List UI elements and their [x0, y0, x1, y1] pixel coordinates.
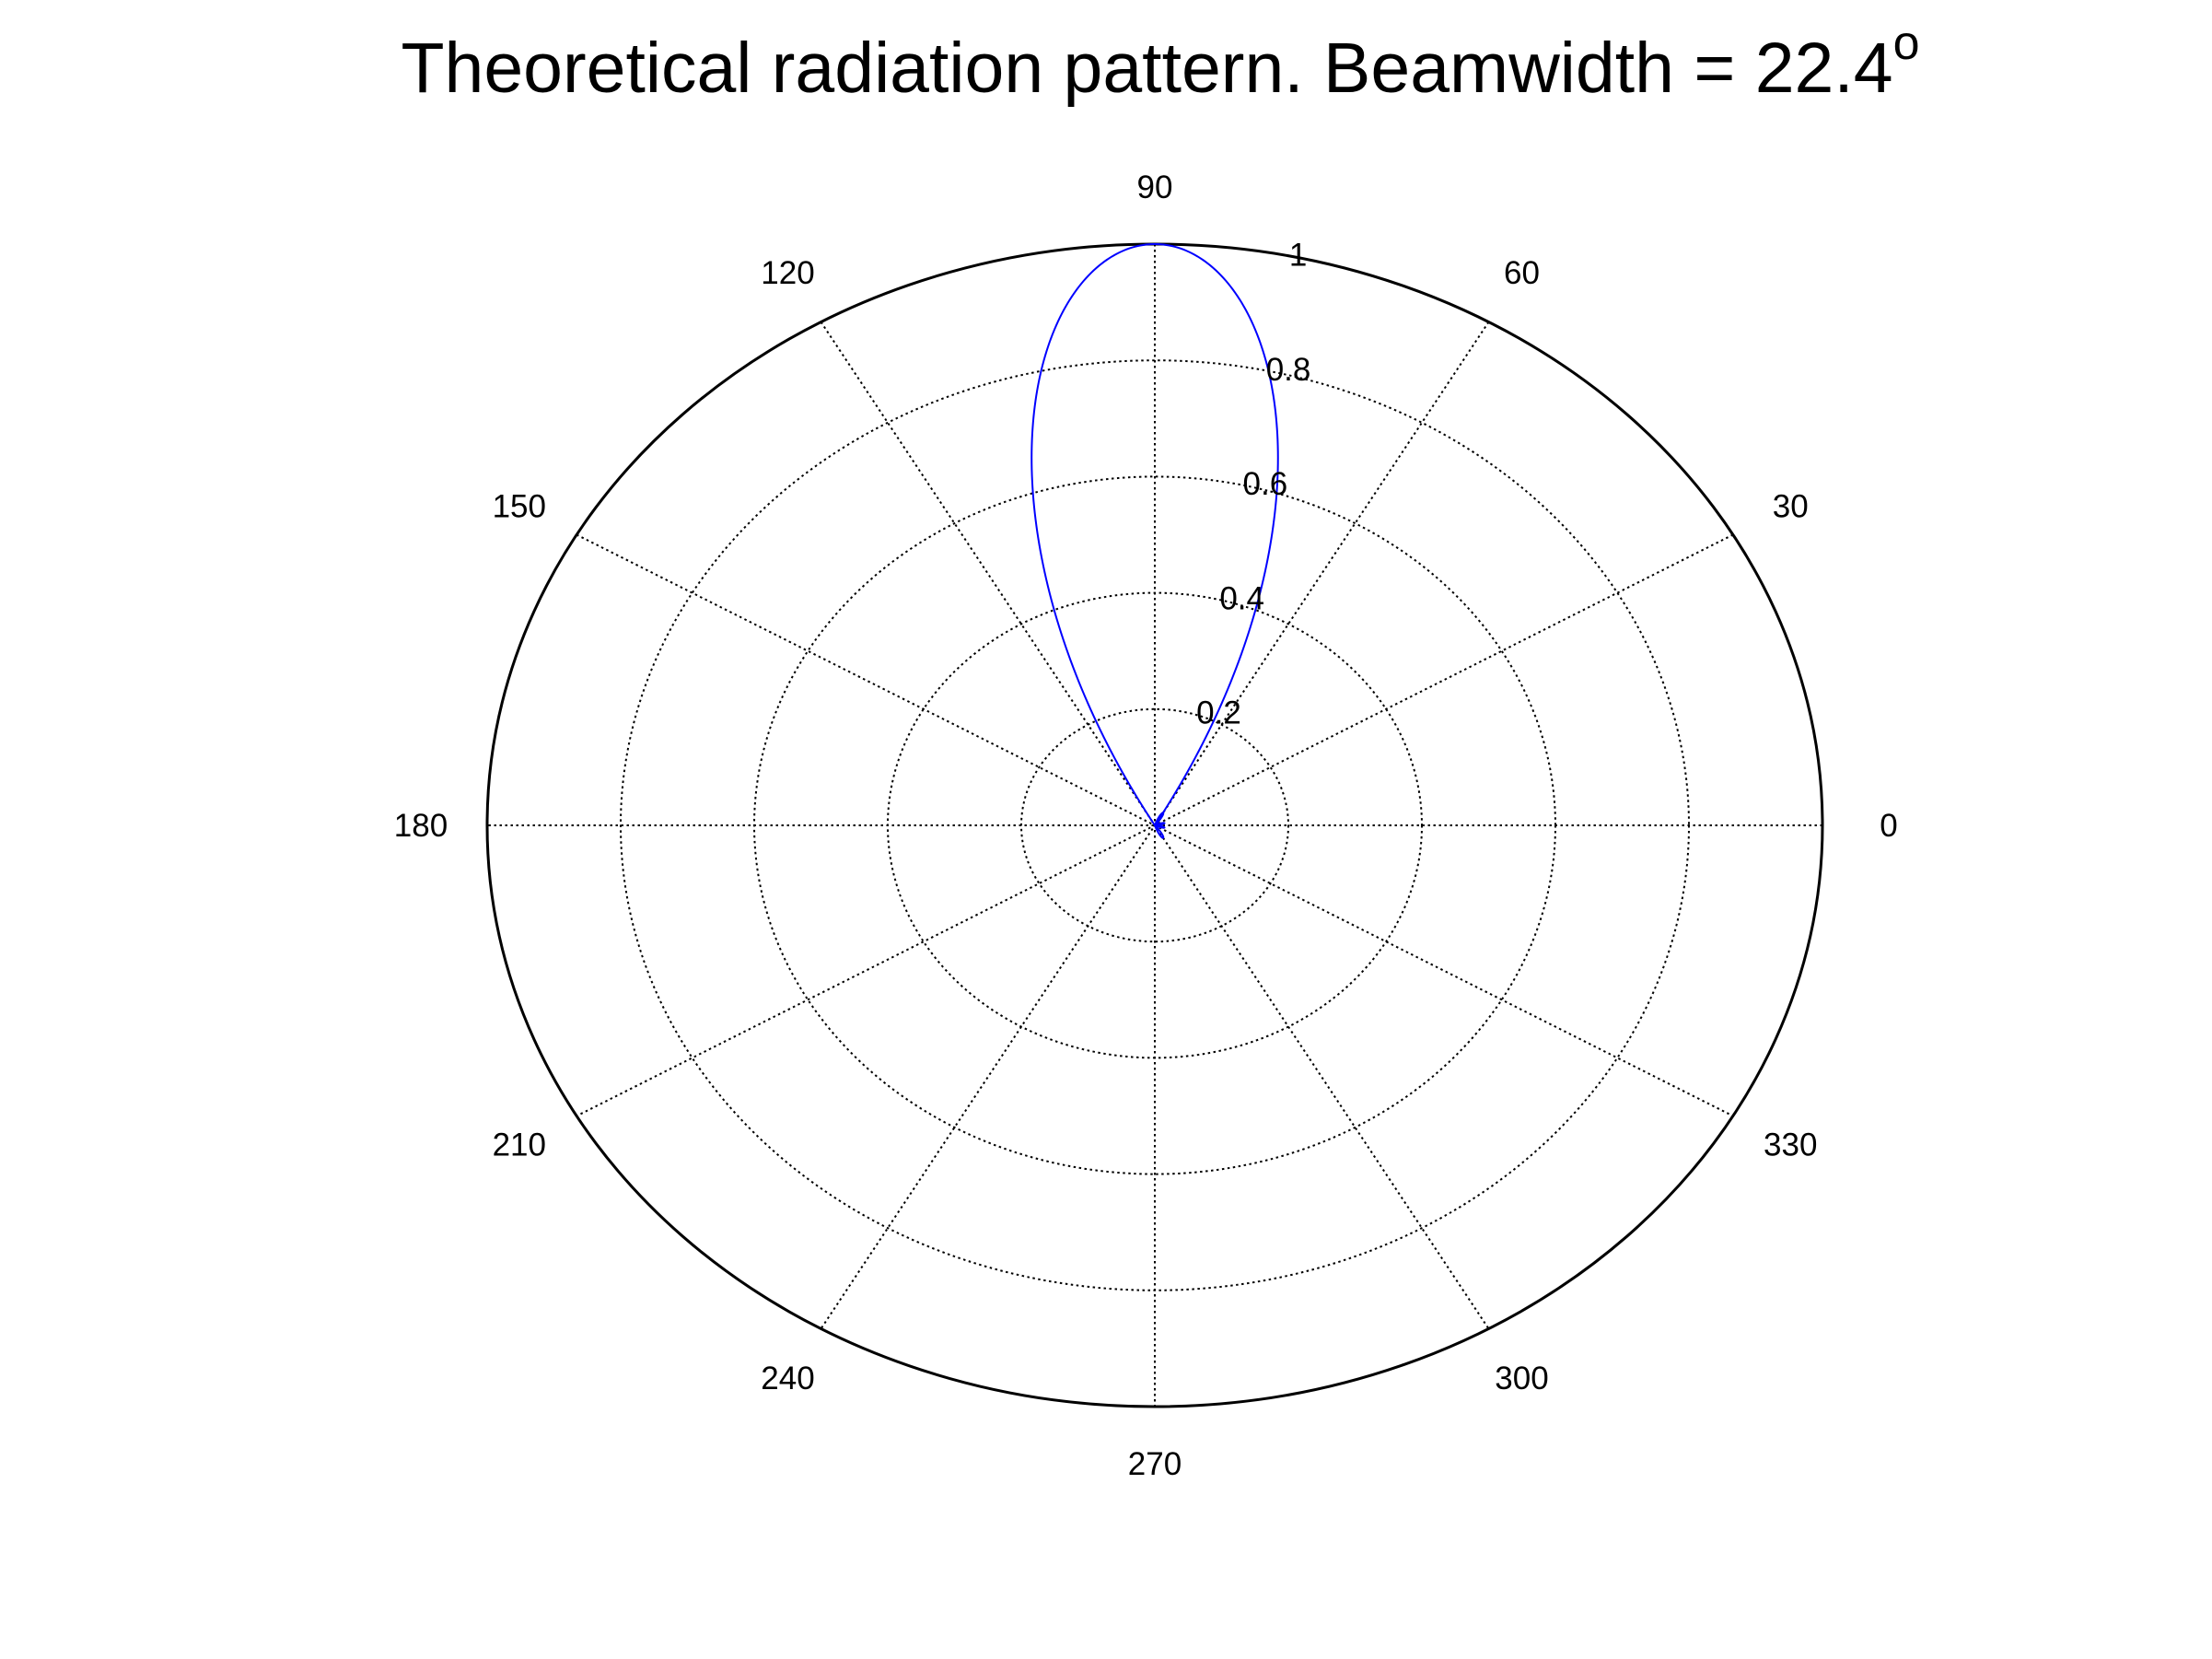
angle-tick-label: 60 — [1504, 255, 1540, 291]
angle-tick-label: 240 — [761, 1361, 814, 1396]
ring-0.4 — [887, 591, 1423, 1059]
angle-tick-label: 30 — [1773, 489, 1809, 525]
sidelobe-mark — [1154, 812, 1165, 826]
series-layer — [1030, 242, 1279, 839]
ring-0.8 — [620, 359, 1690, 1291]
ring-0.6 — [753, 475, 1556, 1175]
r-tick-label: 0.6 — [1243, 466, 1288, 502]
angle-tick-label: 330 — [1764, 1127, 1817, 1163]
r-tick-label: 0.4 — [1219, 580, 1264, 616]
angle-tick-label: 270 — [1128, 1446, 1182, 1482]
r-tick-label: 0.8 — [1266, 352, 1311, 388]
angle-tick-label: 300 — [1495, 1361, 1548, 1396]
angle-tick-label: 180 — [394, 808, 448, 844]
angle-tick-label: 150 — [493, 489, 546, 525]
chart-title-superscript: o — [1893, 17, 1920, 70]
sidelobe-mark — [1154, 824, 1165, 839]
angle-tick-label: 0 — [1880, 808, 1897, 844]
chart-title-main: Theoretical radiation pattern. Beamwidth… — [401, 29, 1892, 108]
r-tick-label: 0.2 — [1196, 695, 1241, 731]
sidelobe-mark — [1154, 822, 1166, 826]
angle-tick-label: 120 — [761, 255, 814, 291]
angle-tick-label: 90 — [1137, 169, 1173, 205]
ring-0.2 — [1020, 707, 1289, 943]
series-line — [1030, 242, 1279, 826]
angle-tick-label: 210 — [493, 1127, 546, 1163]
sidelobe-mark — [1154, 824, 1166, 829]
r-tick-label: 1 — [1289, 238, 1307, 274]
tick-labels: 0.2 0.4 0.6 0.8 1 0 30 60 90 120 150 180 210 240 270 30… — [394, 169, 1898, 1482]
chart-title: Theoretical radiation pattern. Beamwidth… — [401, 17, 1919, 108]
